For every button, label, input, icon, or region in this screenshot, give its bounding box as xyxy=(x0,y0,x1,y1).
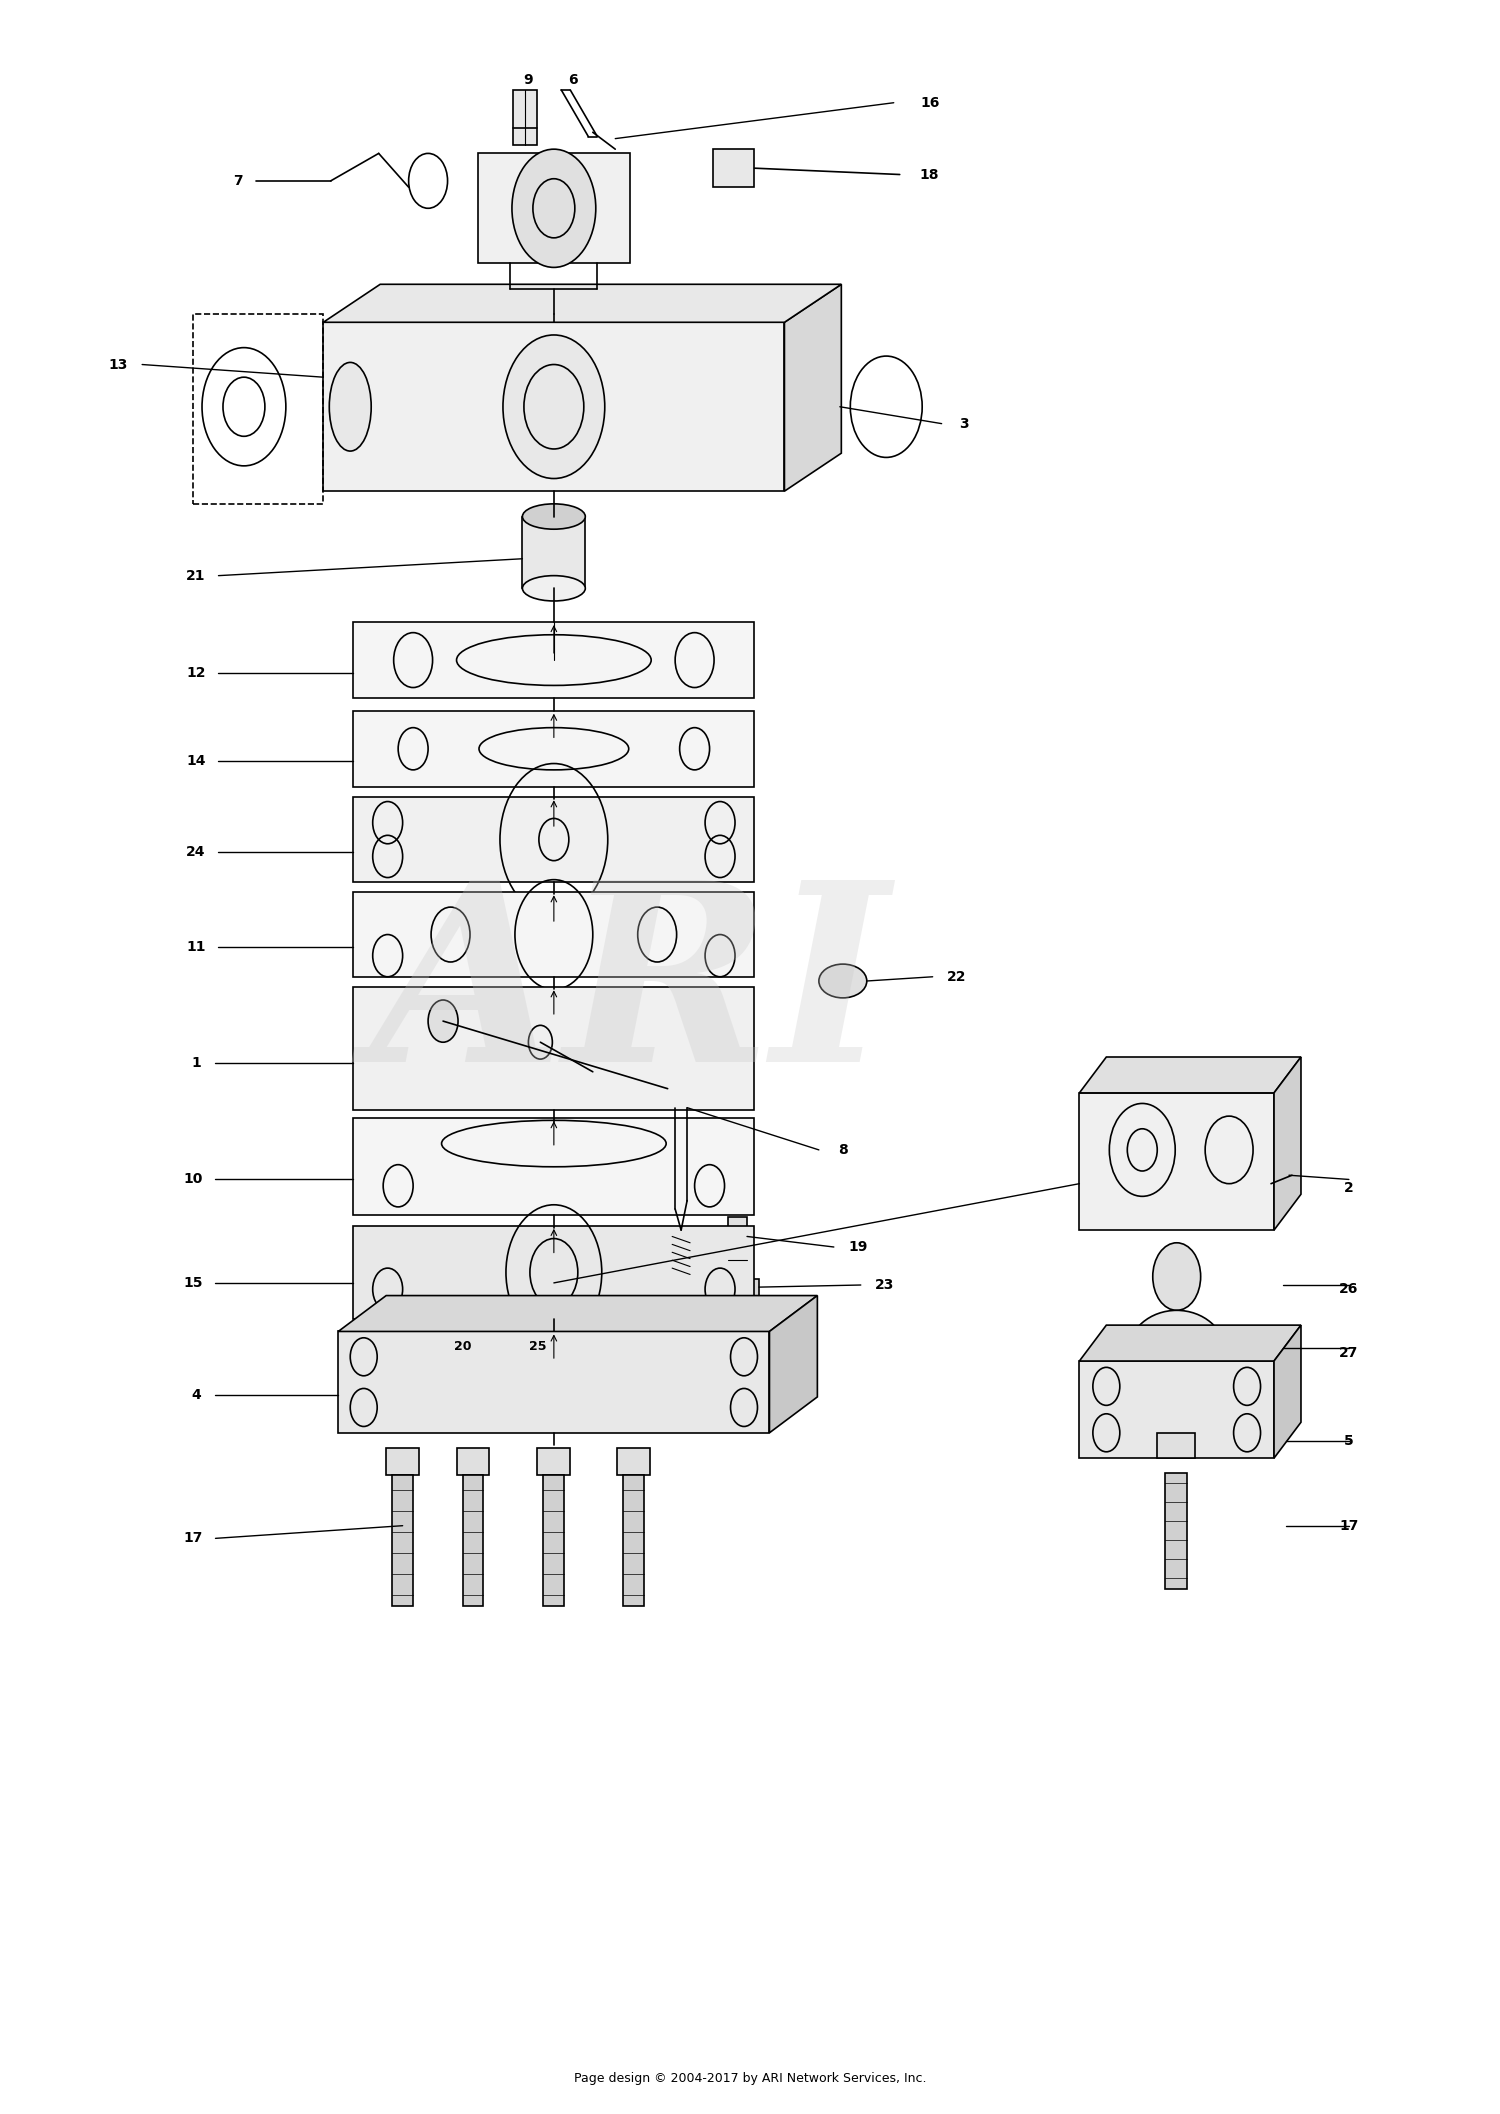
Bar xyxy=(1156,1433,1194,1459)
Bar xyxy=(1164,1473,1186,1590)
Text: ARI: ARI xyxy=(370,873,890,1114)
Bar xyxy=(543,1476,564,1607)
Text: 23: 23 xyxy=(874,1279,894,1292)
Bar xyxy=(462,1476,483,1607)
Polygon shape xyxy=(1274,1057,1300,1230)
Text: 5: 5 xyxy=(1344,1433,1354,1448)
Text: 9: 9 xyxy=(524,72,532,87)
Ellipse shape xyxy=(522,575,585,600)
Bar xyxy=(537,1448,570,1476)
Bar xyxy=(513,91,537,146)
Polygon shape xyxy=(1080,1057,1300,1093)
Polygon shape xyxy=(339,1296,818,1332)
Ellipse shape xyxy=(1128,1311,1226,1395)
Bar xyxy=(456,1448,489,1476)
Text: 12: 12 xyxy=(186,666,206,681)
Circle shape xyxy=(427,1000,458,1042)
Text: 24: 24 xyxy=(186,846,206,858)
Text: 3: 3 xyxy=(960,416,969,431)
Bar xyxy=(352,622,754,698)
Text: 11: 11 xyxy=(186,941,206,953)
Bar xyxy=(352,1226,754,1319)
Bar xyxy=(702,1279,759,1296)
Text: 25: 25 xyxy=(528,1340,546,1353)
Bar xyxy=(1080,1361,1274,1459)
Circle shape xyxy=(512,150,596,266)
Bar xyxy=(728,1218,747,1285)
Text: 8: 8 xyxy=(839,1144,848,1156)
Text: 15: 15 xyxy=(183,1277,203,1290)
Text: 1: 1 xyxy=(190,1057,201,1070)
Polygon shape xyxy=(1274,1325,1300,1459)
Text: Page design © 2004-2017 by ARI Network Services, Inc.: Page design © 2004-2017 by ARI Network S… xyxy=(573,2072,926,2084)
Text: 13: 13 xyxy=(108,357,128,372)
Bar xyxy=(339,1332,770,1433)
Circle shape xyxy=(503,334,605,478)
Text: 4: 4 xyxy=(190,1387,201,1402)
Text: 7: 7 xyxy=(232,173,243,188)
Bar xyxy=(477,154,630,262)
Bar xyxy=(352,1118,754,1216)
Bar xyxy=(352,987,754,1110)
Text: 27: 27 xyxy=(1340,1347,1359,1359)
Bar xyxy=(622,1476,644,1607)
Text: 18: 18 xyxy=(920,167,939,182)
Bar xyxy=(712,150,754,188)
Bar xyxy=(1080,1093,1274,1230)
Text: 26: 26 xyxy=(1340,1283,1359,1296)
Bar xyxy=(352,710,754,786)
Text: 10: 10 xyxy=(183,1173,203,1186)
Text: 21: 21 xyxy=(186,569,206,583)
Ellipse shape xyxy=(522,503,585,528)
Text: 16: 16 xyxy=(920,95,939,110)
Polygon shape xyxy=(770,1296,818,1433)
Text: 14: 14 xyxy=(186,755,206,767)
Text: 20: 20 xyxy=(454,1340,471,1353)
Bar xyxy=(324,321,784,490)
Bar xyxy=(392,1476,412,1607)
Text: 17: 17 xyxy=(1340,1518,1359,1533)
Polygon shape xyxy=(784,283,842,490)
Polygon shape xyxy=(324,283,842,321)
Text: 22: 22 xyxy=(946,970,966,983)
Ellipse shape xyxy=(819,964,867,998)
Bar xyxy=(522,516,585,588)
Text: 2: 2 xyxy=(1344,1182,1354,1194)
Text: 17: 17 xyxy=(183,1531,203,1545)
Text: 19: 19 xyxy=(847,1241,867,1254)
Polygon shape xyxy=(1080,1325,1300,1361)
Bar xyxy=(616,1448,650,1476)
Text: 6: 6 xyxy=(568,72,578,87)
Bar xyxy=(352,797,754,882)
Ellipse shape xyxy=(330,361,370,450)
Bar xyxy=(352,892,754,977)
Bar xyxy=(386,1448,418,1476)
Circle shape xyxy=(1154,1243,1200,1311)
